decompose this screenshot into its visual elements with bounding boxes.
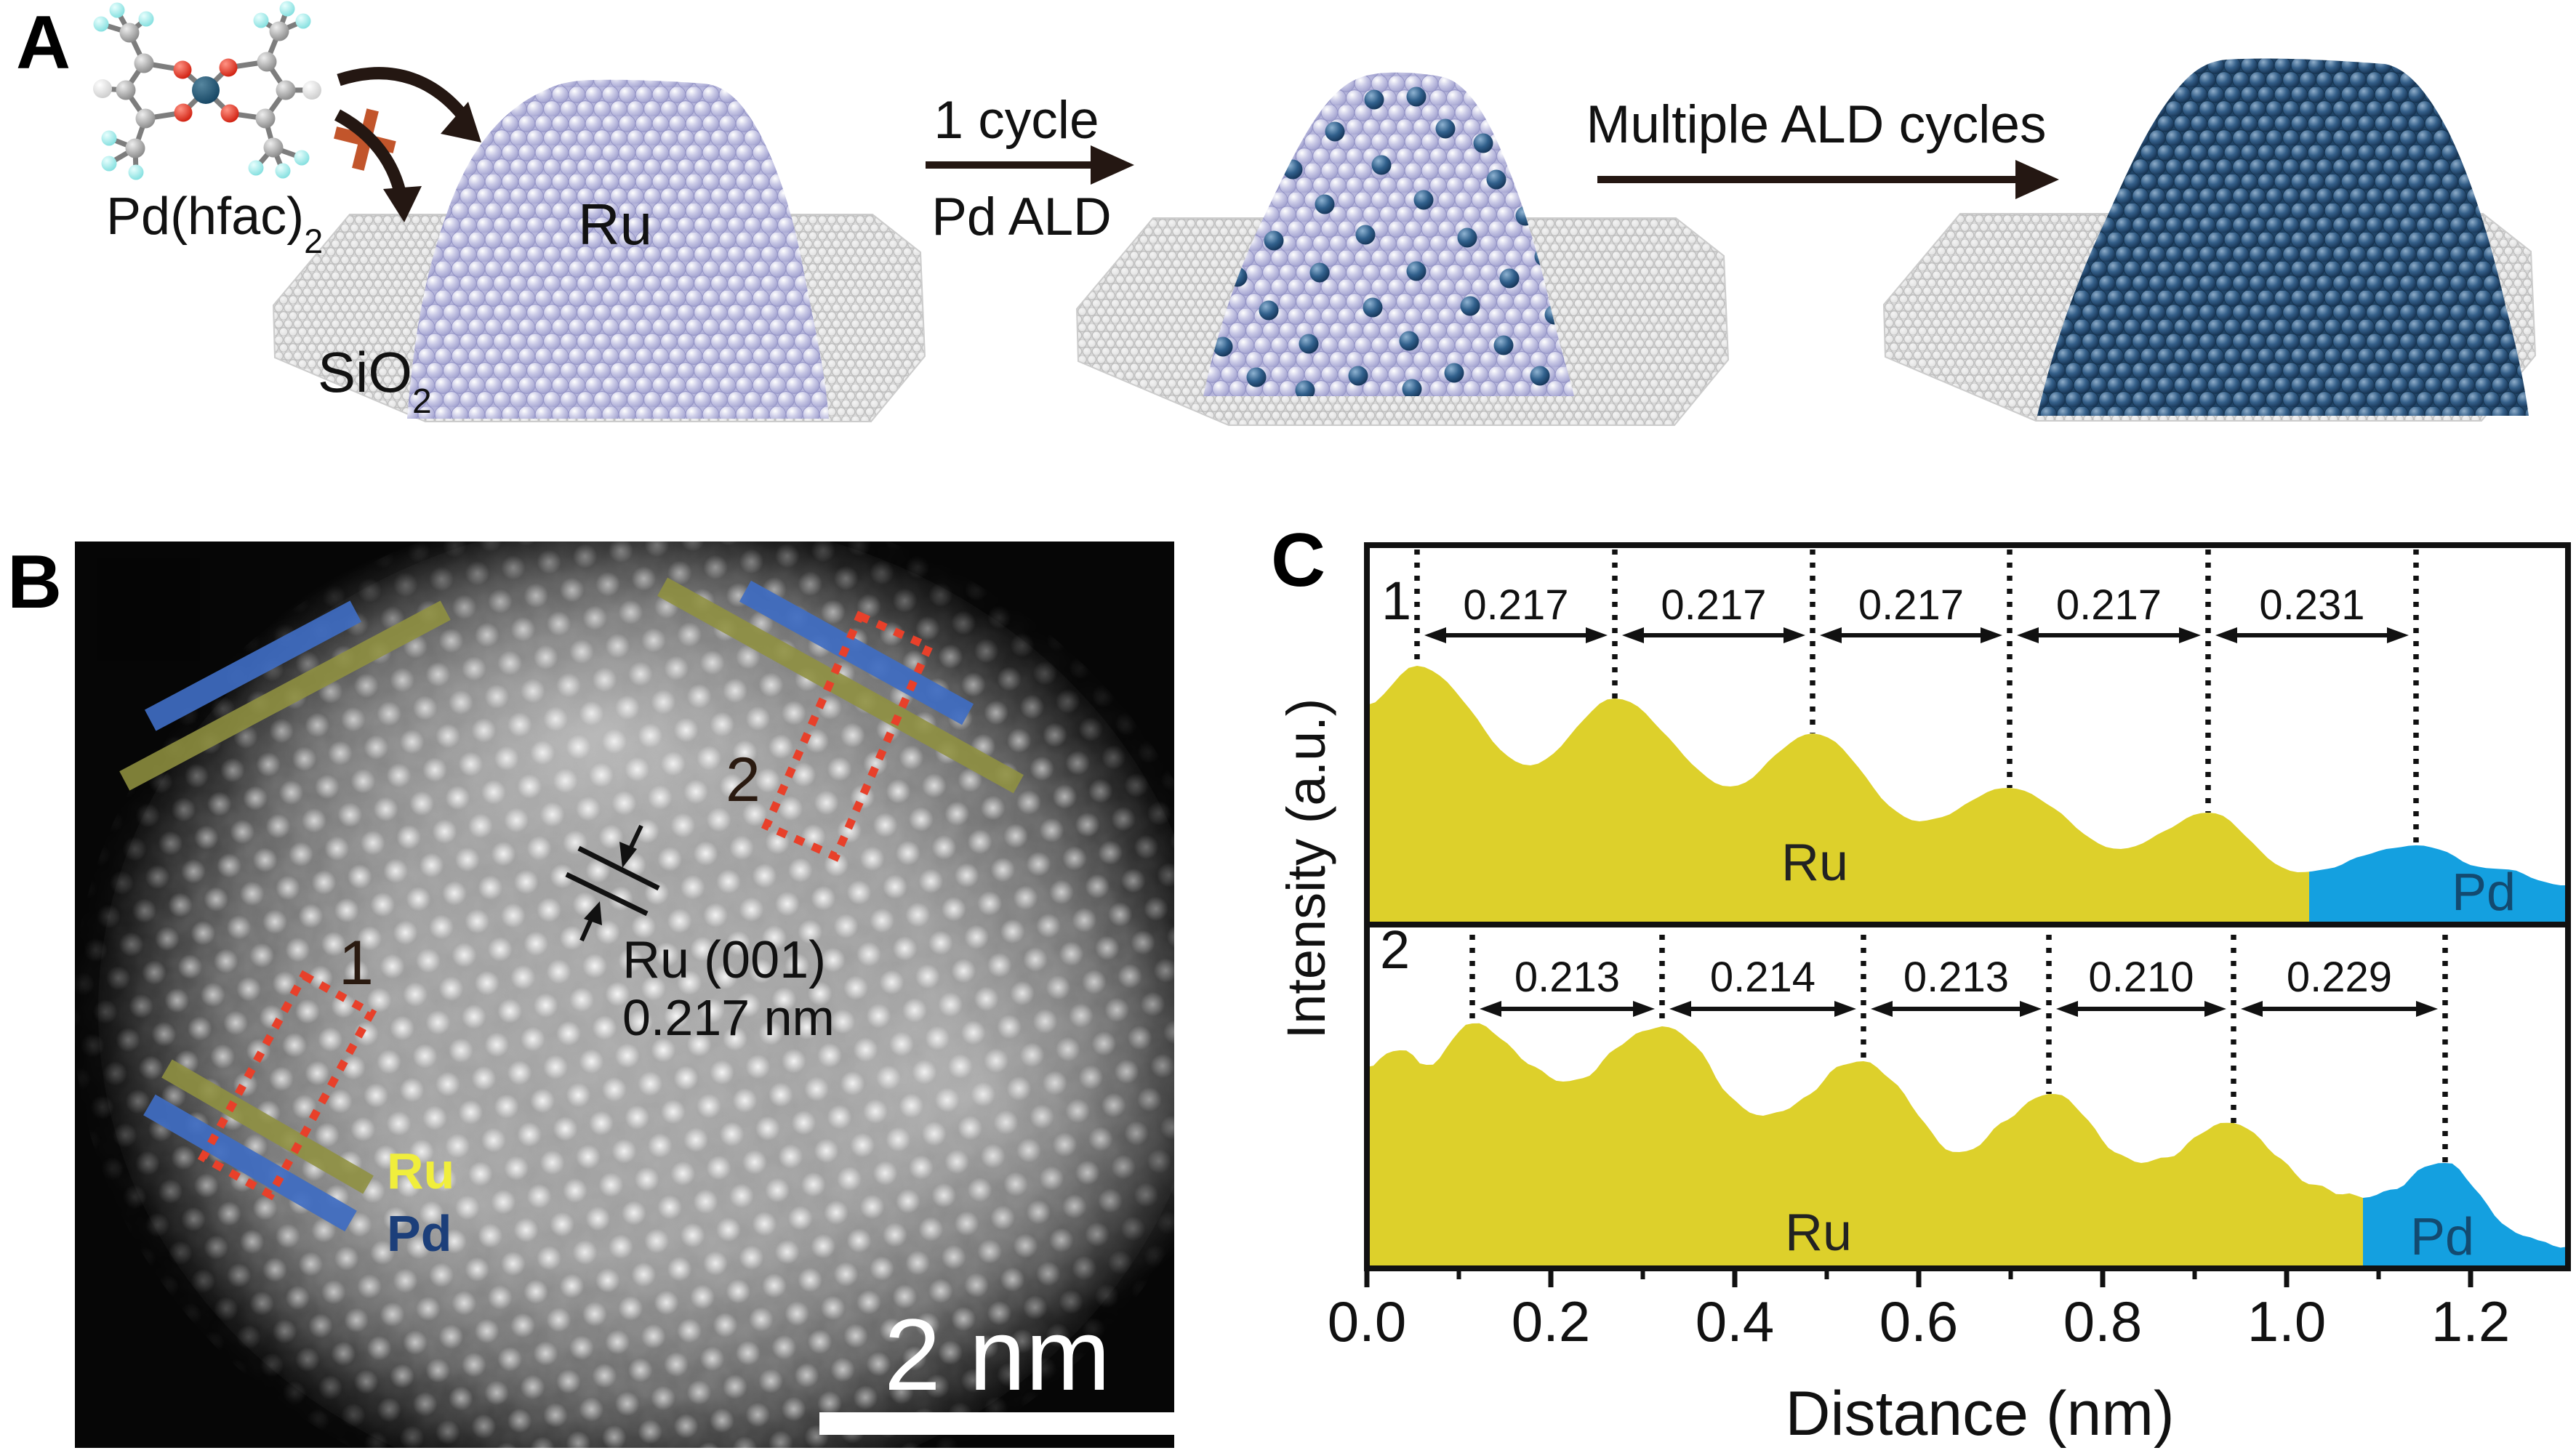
svg-text:0.214: 0.214 [1710, 954, 1815, 1001]
svg-text:2: 2 [726, 745, 761, 815]
svg-text:0.217: 0.217 [1463, 581, 1568, 629]
svg-text:Pd: Pd [2410, 1208, 2474, 1266]
svg-text:1: 1 [339, 928, 374, 998]
svg-text:0.213: 0.213 [1514, 954, 1620, 1001]
svg-text:0.210: 0.210 [2088, 954, 2194, 1001]
svg-text:1.2: 1.2 [2431, 1289, 2510, 1353]
svg-text:B: B [7, 540, 62, 624]
svg-text:0.0: 0.0 [1328, 1289, 1406, 1353]
svg-text:Ru: Ru [1785, 1204, 1852, 1262]
svg-text:Ru (001): Ru (001) [622, 931, 826, 989]
svg-text:Intensity (a.u.): Intensity (a.u.) [1276, 699, 1336, 1039]
svg-text:0.217: 0.217 [2056, 581, 2162, 629]
svg-text:0.217: 0.217 [1858, 581, 1964, 629]
svg-text:0.6: 0.6 [1879, 1289, 1958, 1353]
svg-text:0.8: 0.8 [2063, 1289, 2142, 1353]
svg-text:Multiple ALD cycles: Multiple ALD cycles [1586, 95, 2047, 154]
svg-text:C: C [1271, 518, 1325, 603]
svg-text:1 cycle: 1 cycle [934, 91, 1099, 150]
svg-text:Ru: Ru [387, 1143, 454, 1199]
svg-text:0.2: 0.2 [1512, 1289, 1590, 1353]
svg-text:0.231: 0.231 [2259, 581, 2364, 629]
svg-text:A: A [16, 1, 71, 85]
svg-text:Distance (nm): Distance (nm) [1785, 1379, 2174, 1449]
svg-text:2: 2 [1380, 919, 1410, 980]
svg-text:Ru: Ru [578, 192, 652, 257]
svg-text:0.229: 0.229 [2287, 954, 2392, 1001]
svg-text:1: 1 [1381, 571, 1411, 631]
svg-text:Pd: Pd [387, 1205, 452, 1262]
svg-text:0.4: 0.4 [1696, 1289, 1774, 1353]
svg-text:Pd: Pd [2452, 864, 2516, 922]
svg-text:0.213: 0.213 [1903, 954, 2009, 1001]
svg-text:0.217 nm: 0.217 nm [622, 989, 835, 1046]
svg-text:0.217: 0.217 [1661, 581, 1766, 629]
svg-text:1.0: 1.0 [2247, 1289, 2326, 1353]
svg-text:2 nm: 2 nm [884, 1297, 1110, 1412]
svg-text:Ru: Ru [1781, 834, 1848, 892]
svg-text:Pd ALD: Pd ALD [931, 188, 1112, 246]
